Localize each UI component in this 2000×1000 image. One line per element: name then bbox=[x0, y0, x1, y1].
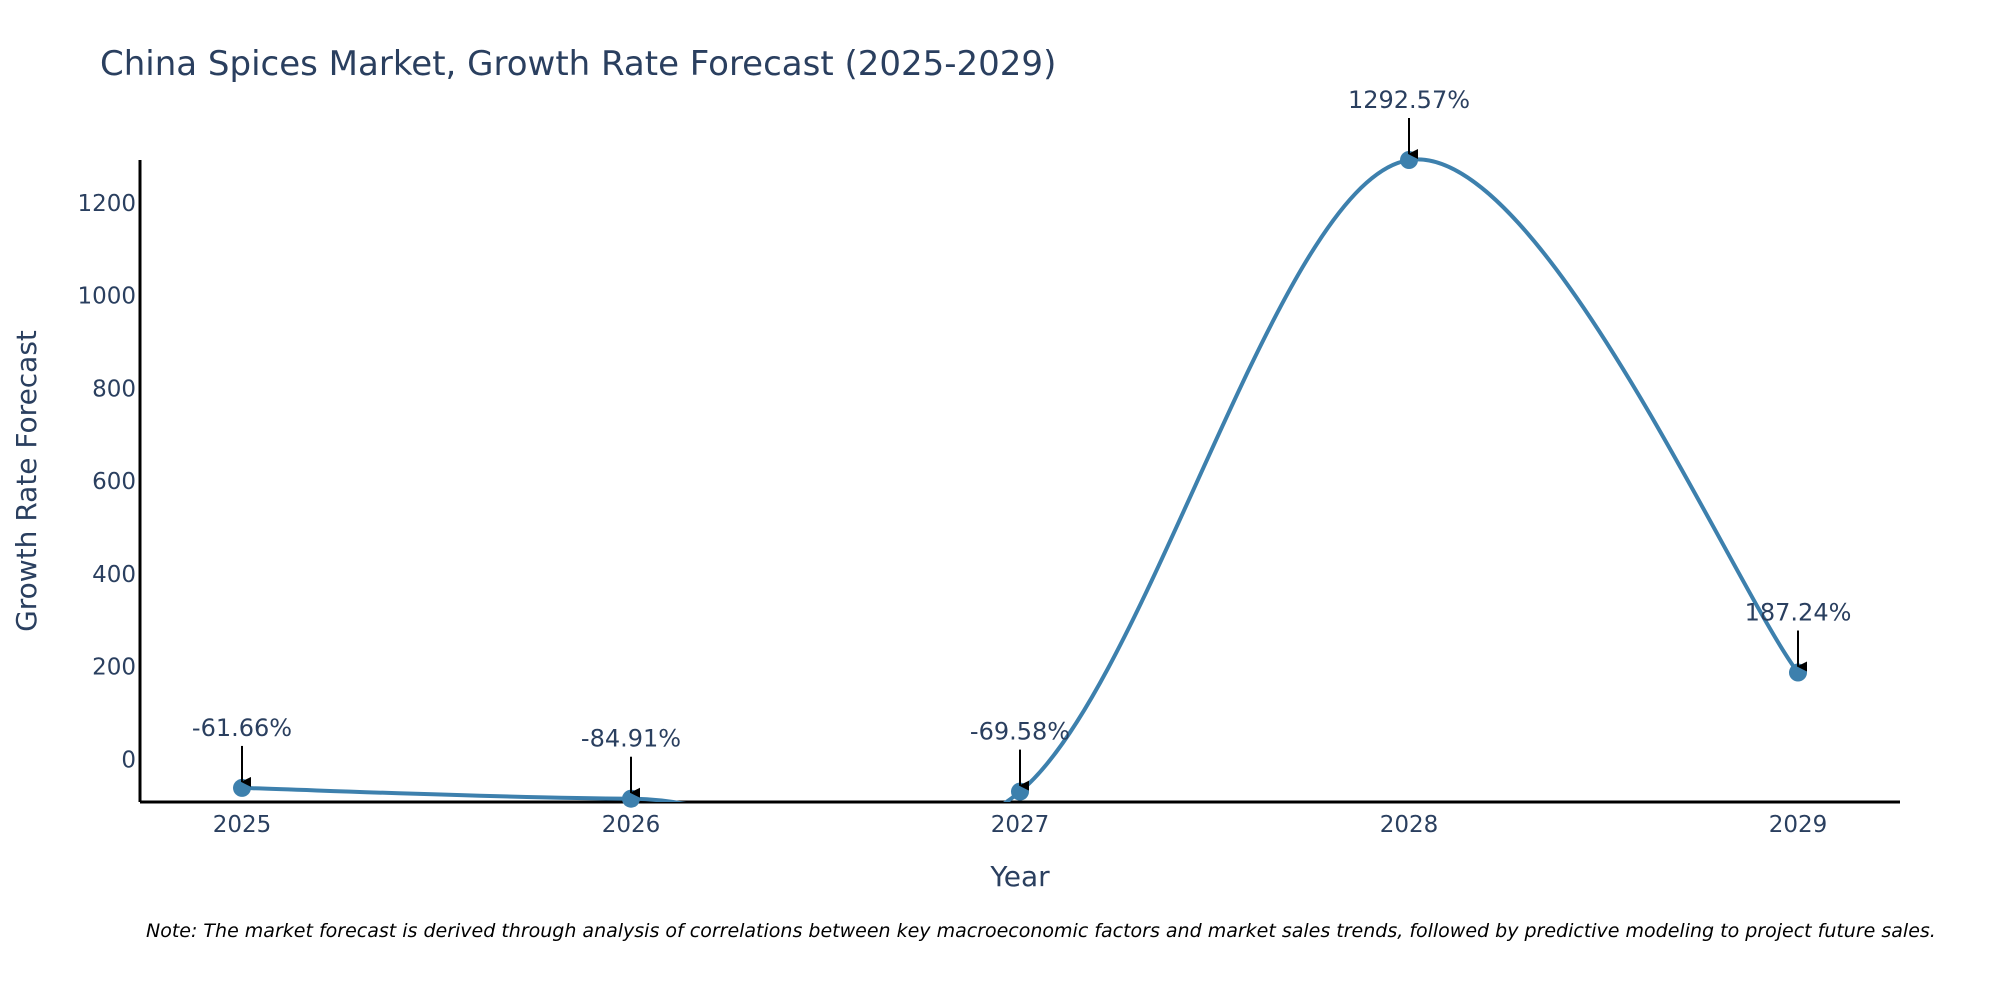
x-tick-label: 2028 bbox=[1380, 812, 1439, 838]
x-axis-ticks: 2025 2026 2027 2028 2029 bbox=[213, 812, 1828, 838]
data-label: -69.58% bbox=[970, 718, 1070, 746]
y-tick-label: 400 bbox=[92, 562, 136, 588]
footnote: Note: The market forecast is derived thr… bbox=[146, 920, 1936, 942]
y-tick-label: 1000 bbox=[77, 284, 136, 310]
data-annotations: -61.66% -84.91% -69.58% 1292.57% 187.24% bbox=[192, 86, 1852, 798]
x-tick-label: 2026 bbox=[602, 812, 661, 838]
y-tick-label: 600 bbox=[92, 469, 136, 495]
x-tick-label: 2027 bbox=[991, 812, 1050, 838]
y-tick-label: 0 bbox=[121, 747, 136, 773]
y-tick-label: 1200 bbox=[77, 191, 136, 217]
data-label: -84.91% bbox=[581, 725, 681, 753]
data-points bbox=[233, 151, 1807, 808]
y-axis-ticks: 0 200 400 600 800 1000 1200 bbox=[77, 191, 136, 773]
x-tick-label: 2029 bbox=[1769, 812, 1828, 838]
y-tick-label: 800 bbox=[92, 376, 136, 402]
y-axis-title: Growth Rate Forecast bbox=[10, 330, 43, 632]
x-axis-title: Year bbox=[989, 860, 1050, 893]
series-line bbox=[241, 157, 1800, 802]
y-tick-label: 200 bbox=[92, 655, 136, 681]
chart-title: China Spices Market, Growth Rate Forecas… bbox=[100, 44, 1057, 84]
data-label: 1292.57% bbox=[1348, 86, 1470, 114]
data-label: -61.66% bbox=[192, 714, 292, 742]
x-tick-label: 2025 bbox=[213, 812, 272, 838]
data-label: 187.24% bbox=[1745, 599, 1852, 627]
